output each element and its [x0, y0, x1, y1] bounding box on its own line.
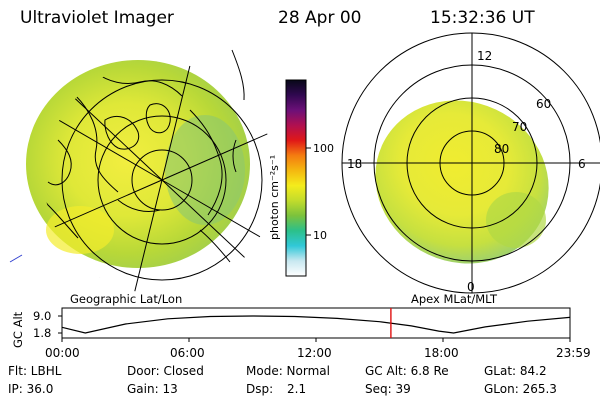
mlt-label-12: 12 — [477, 49, 492, 63]
time-label-12: 12:00 — [297, 346, 332, 360]
info-glon: GLon: 265.3 — [484, 382, 557, 396]
geographic-panel — [9, 49, 276, 294]
time-label-6: 06:00 — [170, 346, 205, 360]
info-ip: IP: 36.0 — [8, 382, 54, 396]
left-panel-caption: Geographic Lat/Lon — [70, 292, 182, 306]
info-seq: Seq: 39 — [365, 382, 411, 396]
info-filter: Flt: LBHL — [8, 364, 62, 378]
mlat-label-70: 70 — [512, 120, 527, 134]
mlat-label-60: 60 — [536, 97, 551, 111]
emission-patch-dusk — [486, 192, 546, 248]
image-date: 28 Apr 00 — [278, 8, 362, 28]
altitude-curve — [61, 315, 570, 334]
alt-ticklabel-9: 9.0 — [33, 309, 51, 323]
alt-ticklabel-1-8: 1.8 — [33, 326, 51, 340]
emission-patch-bright — [46, 206, 114, 254]
magnetic-panel: 12 18 6 0 60 70 80 — [341, 32, 600, 294]
info-mode: Mode: Normal — [246, 364, 330, 378]
colorbar: 100 10 photon cm⁻²s⁻¹ — [268, 79, 334, 277]
info-glat: GLat: 84.2 — [484, 364, 547, 378]
time-label-18: 18:00 — [424, 346, 459, 360]
terminator-line — [9, 254, 23, 263]
mlat-label-80: 80 — [494, 142, 509, 156]
altitude-axis-label: GC Alt — [11, 311, 25, 348]
mlt-label-6: 6 — [578, 157, 586, 171]
info-dsp-label: Dsp: — [246, 382, 274, 396]
right-panel-caption: Apex MLat/MLT — [411, 292, 498, 306]
altitude-plot: 9.0 1.8 GC Alt 00:00 06:00 12:00 18:00 2… — [11, 307, 591, 360]
colorbar-ticklabel-100: 100 — [313, 142, 334, 155]
coastline-outside — [231, 49, 245, 101]
colorbar-unit-label: photon cm⁻²s⁻¹ — [268, 155, 281, 240]
time-label-0: 00:00 — [45, 346, 80, 360]
mlt-label-0: 0 — [467, 280, 475, 294]
instrument-title: Ultraviolet Imager — [20, 8, 174, 28]
info-gc-alt: GC Alt: 6.8 Re — [365, 364, 449, 378]
colorbar-scale — [285, 79, 307, 277]
colorbar-ticklabel-10: 10 — [313, 229, 327, 242]
image-time: 15:32:36 UT — [430, 8, 535, 28]
info-door: Door: Closed — [127, 364, 204, 378]
info-gain: Gain: 13 — [127, 382, 178, 396]
mlt-label-18: 18 — [347, 157, 362, 171]
time-label-24: 23:59 — [556, 346, 591, 360]
emission-patch-cyan — [165, 115, 245, 225]
info-dsp-value: 2.1 — [287, 382, 307, 396]
